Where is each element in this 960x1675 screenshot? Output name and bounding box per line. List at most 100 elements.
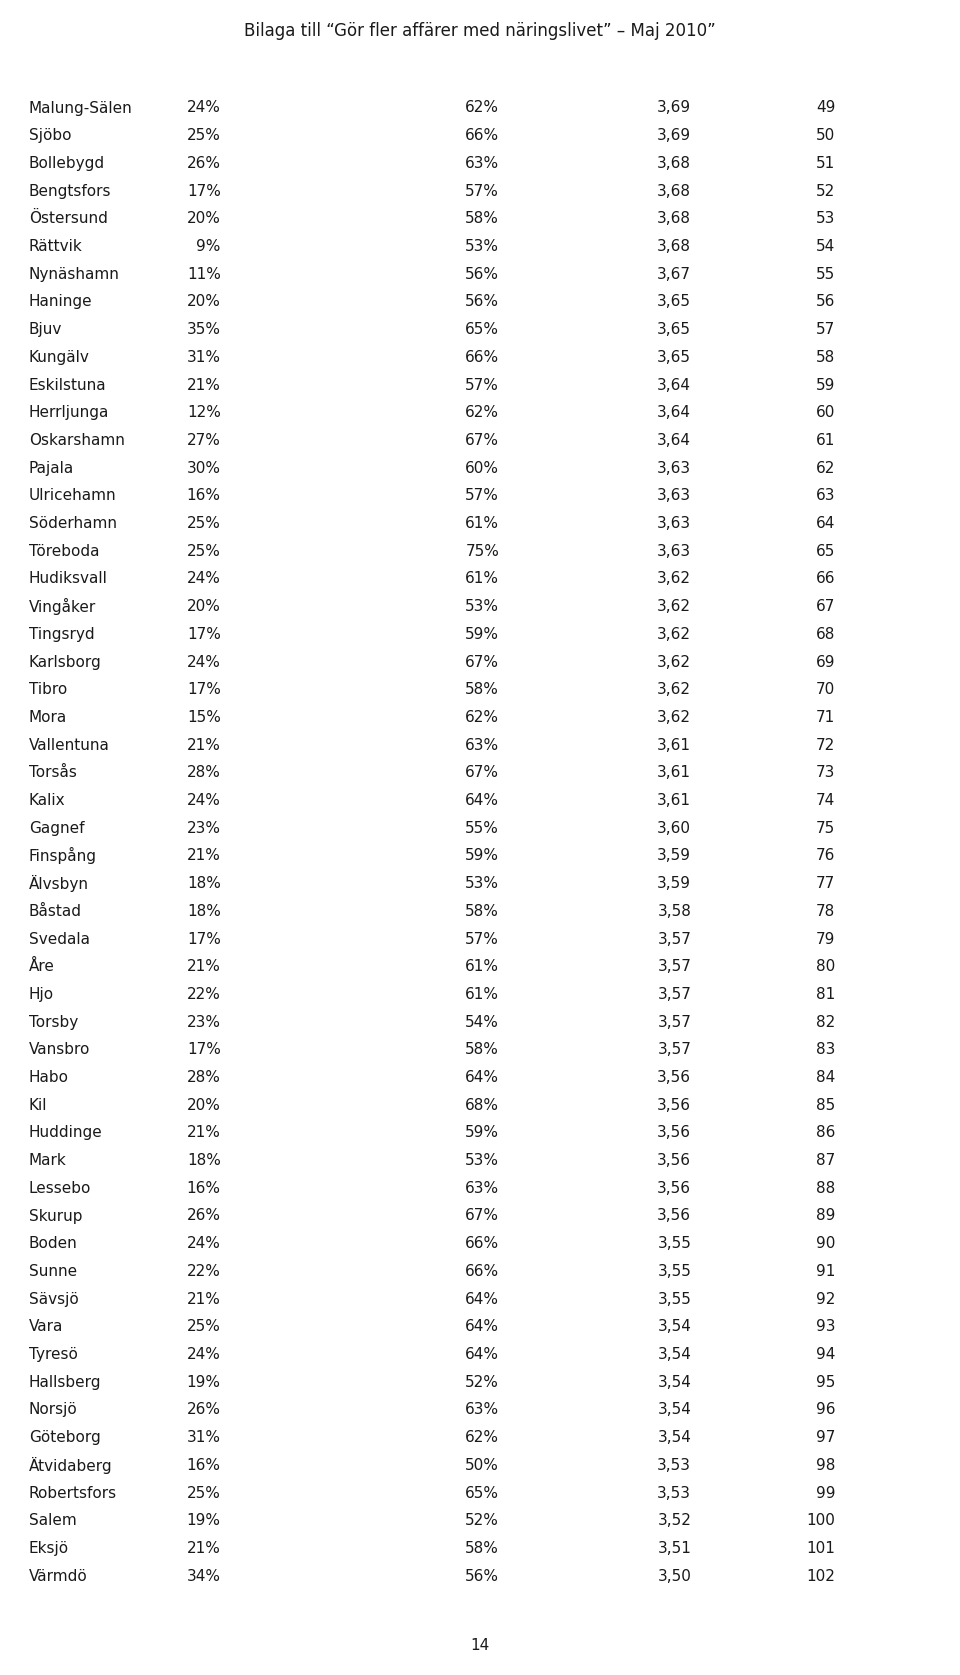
Text: 21%: 21% xyxy=(187,737,221,752)
Text: 67%: 67% xyxy=(466,1208,499,1223)
Text: Eksjö: Eksjö xyxy=(29,1541,69,1556)
Text: 25%: 25% xyxy=(187,1486,221,1501)
Text: 59%: 59% xyxy=(466,849,499,863)
Text: 86: 86 xyxy=(816,1126,835,1141)
Text: 16%: 16% xyxy=(187,1181,221,1196)
Text: Vara: Vara xyxy=(29,1320,63,1335)
Text: 92: 92 xyxy=(816,1291,835,1306)
Text: 9%: 9% xyxy=(197,240,221,255)
Text: 65: 65 xyxy=(816,544,835,559)
Text: 66: 66 xyxy=(816,571,835,586)
Text: 58%: 58% xyxy=(466,905,499,920)
Text: 102: 102 xyxy=(806,1568,835,1583)
Text: 3,68: 3,68 xyxy=(658,240,691,255)
Text: 16%: 16% xyxy=(187,489,221,502)
Text: 20%: 20% xyxy=(187,600,221,615)
Text: Mora: Mora xyxy=(29,710,67,725)
Text: Torsby: Torsby xyxy=(29,1015,78,1030)
Text: 63%: 63% xyxy=(465,737,499,752)
Text: 21%: 21% xyxy=(187,1126,221,1141)
Text: 51: 51 xyxy=(816,156,835,171)
Text: 27%: 27% xyxy=(187,432,221,447)
Text: 3,53: 3,53 xyxy=(658,1486,691,1501)
Text: Söderhamn: Söderhamn xyxy=(29,516,117,531)
Text: 3,67: 3,67 xyxy=(658,266,691,281)
Text: 63%: 63% xyxy=(465,1181,499,1196)
Text: 75%: 75% xyxy=(466,544,499,559)
Text: Karlsborg: Karlsborg xyxy=(29,655,102,670)
Text: 3,62: 3,62 xyxy=(658,682,691,697)
Text: 17%: 17% xyxy=(187,626,221,642)
Text: 3,53: 3,53 xyxy=(658,1457,691,1472)
Text: Haninge: Haninge xyxy=(29,295,92,310)
Text: 3,54: 3,54 xyxy=(658,1430,691,1446)
Text: 35%: 35% xyxy=(187,322,221,337)
Text: Gagnef: Gagnef xyxy=(29,821,84,836)
Text: Pajala: Pajala xyxy=(29,461,74,476)
Text: 93: 93 xyxy=(816,1320,835,1335)
Text: 24%: 24% xyxy=(187,571,221,586)
Text: 59: 59 xyxy=(816,377,835,392)
Text: 3,68: 3,68 xyxy=(658,156,691,171)
Text: 21%: 21% xyxy=(187,1291,221,1306)
Text: 3,54: 3,54 xyxy=(658,1402,691,1417)
Text: 21%: 21% xyxy=(187,960,221,975)
Text: 3,54: 3,54 xyxy=(658,1375,691,1390)
Text: 3,58: 3,58 xyxy=(658,905,691,920)
Text: 85: 85 xyxy=(816,1097,835,1112)
Text: 56%: 56% xyxy=(466,1568,499,1583)
Text: 63%: 63% xyxy=(465,156,499,171)
Text: Mark: Mark xyxy=(29,1152,66,1167)
Text: 71: 71 xyxy=(816,710,835,725)
Text: 61%: 61% xyxy=(466,571,499,586)
Text: 3,50: 3,50 xyxy=(658,1568,691,1583)
Text: Göteborg: Göteborg xyxy=(29,1430,101,1446)
Text: 3,68: 3,68 xyxy=(658,211,691,226)
Text: 20%: 20% xyxy=(187,211,221,226)
Text: 11%: 11% xyxy=(187,266,221,281)
Text: 90: 90 xyxy=(816,1236,835,1251)
Text: 64%: 64% xyxy=(466,792,499,807)
Text: 73: 73 xyxy=(816,765,835,781)
Text: 49: 49 xyxy=(816,100,835,116)
Text: 66%: 66% xyxy=(465,1265,499,1280)
Text: Herrljunga: Herrljunga xyxy=(29,405,109,420)
Text: 75: 75 xyxy=(816,821,835,836)
Text: 54: 54 xyxy=(816,240,835,255)
Text: Skurup: Skurup xyxy=(29,1208,83,1223)
Text: 3,56: 3,56 xyxy=(658,1181,691,1196)
Text: 63: 63 xyxy=(816,489,835,502)
Text: 63%: 63% xyxy=(465,1402,499,1417)
Text: 19%: 19% xyxy=(187,1513,221,1528)
Text: 26%: 26% xyxy=(187,1208,221,1223)
Text: 57: 57 xyxy=(816,322,835,337)
Text: 3,55: 3,55 xyxy=(658,1236,691,1251)
Text: 26%: 26% xyxy=(187,156,221,171)
Text: 66%: 66% xyxy=(465,1236,499,1251)
Text: 12%: 12% xyxy=(187,405,221,420)
Text: Huddinge: Huddinge xyxy=(29,1126,103,1141)
Text: 24%: 24% xyxy=(187,1236,221,1251)
Text: 23%: 23% xyxy=(187,821,221,836)
Text: 24%: 24% xyxy=(187,100,221,116)
Text: 61%: 61% xyxy=(466,960,499,975)
Text: Tingsryd: Tingsryd xyxy=(29,626,94,642)
Text: 56: 56 xyxy=(816,295,835,310)
Text: 76: 76 xyxy=(816,849,835,863)
Text: 20%: 20% xyxy=(187,295,221,310)
Text: Robertsfors: Robertsfors xyxy=(29,1486,117,1501)
Text: 3,63: 3,63 xyxy=(657,544,691,559)
Text: 50: 50 xyxy=(816,129,835,142)
Text: 53%: 53% xyxy=(466,600,499,615)
Text: 58%: 58% xyxy=(466,1541,499,1556)
Text: 3,59: 3,59 xyxy=(658,876,691,891)
Text: 3,56: 3,56 xyxy=(658,1152,691,1167)
Text: 53%: 53% xyxy=(466,240,499,255)
Text: 58%: 58% xyxy=(466,1042,499,1057)
Text: 3,63: 3,63 xyxy=(657,461,691,476)
Text: Habo: Habo xyxy=(29,1070,69,1085)
Text: 66%: 66% xyxy=(465,350,499,365)
Text: Sävsjö: Sävsjö xyxy=(29,1291,79,1306)
Text: 3,51: 3,51 xyxy=(658,1541,691,1556)
Text: 99: 99 xyxy=(816,1486,835,1501)
